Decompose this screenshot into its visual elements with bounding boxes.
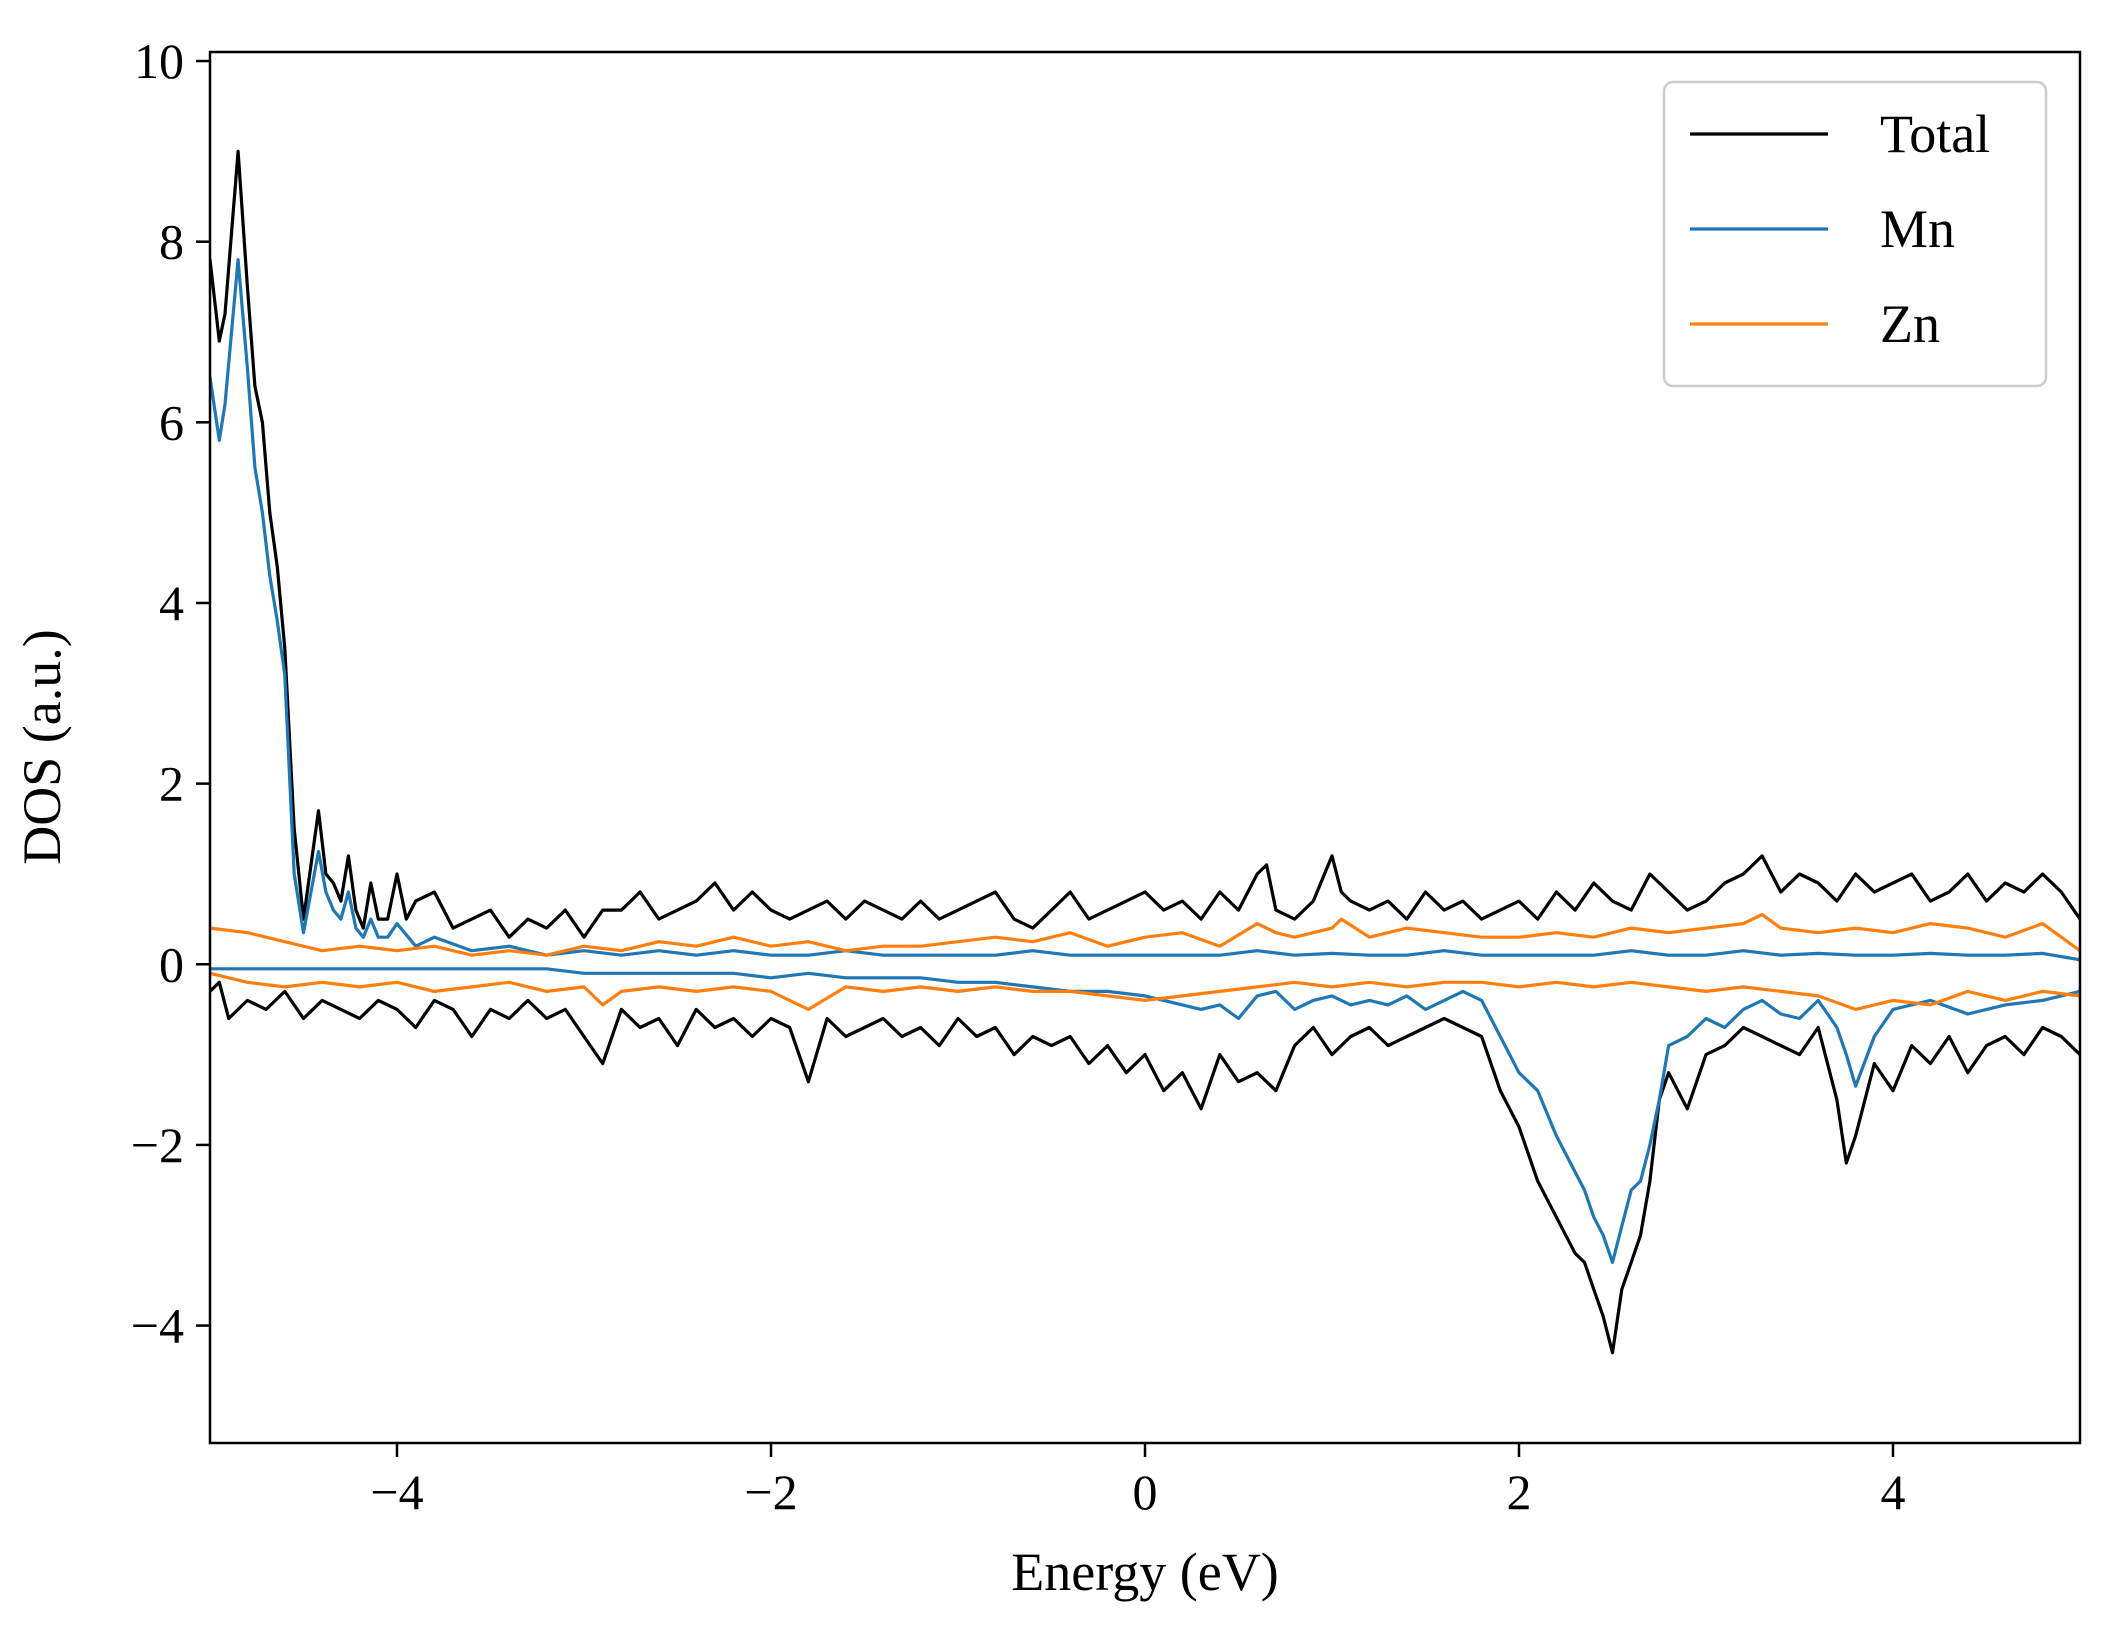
y-tick-label: 6 (159, 394, 184, 450)
y-tick-label: 2 (159, 756, 184, 812)
y-tick-label: 8 (159, 214, 184, 270)
series-line-zn-down (210, 971, 2080, 1012)
series-line-mn-down (210, 967, 2080, 1265)
y-tick-label: 0 (159, 936, 184, 992)
series-line-total-down (210, 980, 2080, 1355)
y-tick-label: 4 (159, 575, 184, 631)
y-axis: −4 −2 0 2 4 6 8 10 (131, 33, 210, 1354)
series-line-total-up (210, 149, 2080, 939)
y-tick-label: 10 (134, 33, 184, 89)
legend-label-zn: Zn (1880, 294, 1940, 354)
series-line-zn-up (210, 912, 2080, 957)
series-layer (210, 149, 2080, 1355)
x-tick-label: −4 (370, 1464, 423, 1520)
legend-box (1662, 80, 2048, 388)
legend: Total Mn Zn (1662, 80, 2048, 388)
x-tick-label: 0 (1133, 1464, 1158, 1520)
y-tick-label: −2 (131, 1117, 184, 1173)
y-axis-title: DOS (a.u.) (12, 629, 72, 864)
x-tick-label: 2 (1507, 1464, 1532, 1520)
legend-label-total: Total (1880, 104, 1990, 164)
legend-label-mn: Mn (1880, 199, 1955, 259)
x-tick-label: 4 (1881, 1464, 1906, 1520)
series-line-mn-up (210, 258, 2080, 962)
y-tick-label: −4 (131, 1298, 184, 1354)
x-axis: −4 −2 0 2 4 (370, 1443, 1906, 1520)
x-tick-label: −2 (744, 1464, 797, 1520)
x-axis-title: Energy (eV) (1011, 1542, 1278, 1602)
